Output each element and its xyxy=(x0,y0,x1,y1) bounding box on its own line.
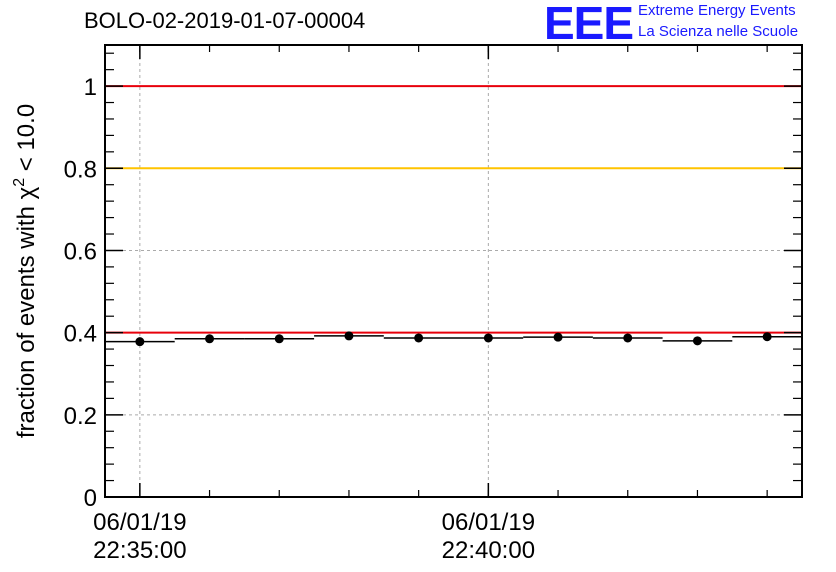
data-point xyxy=(205,334,215,344)
y-tick-label: 0.2 xyxy=(64,403,97,430)
eee-logo-line2: La Scienza nelle Scuole xyxy=(638,23,799,40)
data-layer xyxy=(105,331,802,347)
plot-frame xyxy=(104,44,803,498)
data-point xyxy=(623,333,633,343)
data-point xyxy=(692,336,702,346)
data-point xyxy=(483,333,493,343)
data-point xyxy=(274,334,284,344)
y-tick-label: 0.4 xyxy=(64,321,97,348)
x-tick-label-time: 22:40:00 xyxy=(442,537,535,564)
reference-lines-layer xyxy=(105,85,802,334)
eee-logo-mark: EEE xyxy=(544,0,634,49)
x-tick-label-date: 06/01/19 xyxy=(93,509,186,536)
axis-layer: 00.20.40.60.8106/01/1922:35:0006/01/1922… xyxy=(64,45,802,564)
eee-logo-line1: Extreme Energy Events xyxy=(638,2,796,19)
y-tick-label: 0.8 xyxy=(64,156,97,183)
y-axis-label: fraction of events with χ2 < 10.0 xyxy=(11,104,40,438)
data-point xyxy=(135,337,145,347)
x-tick-label-date: 06/01/19 xyxy=(442,509,535,536)
grid-layer xyxy=(105,45,802,497)
y-tick-label: 1 xyxy=(84,74,97,101)
y-tick-label: 0.6 xyxy=(64,238,97,265)
data-point xyxy=(553,332,563,342)
chart-title: BOLO-02-2019-01-07-00004 xyxy=(84,8,366,33)
x-tick-label-time: 22:35:00 xyxy=(93,537,186,564)
data-point xyxy=(414,333,424,343)
data-point xyxy=(344,331,354,341)
y-tick-label: 0 xyxy=(84,485,97,512)
data-point xyxy=(762,332,772,342)
